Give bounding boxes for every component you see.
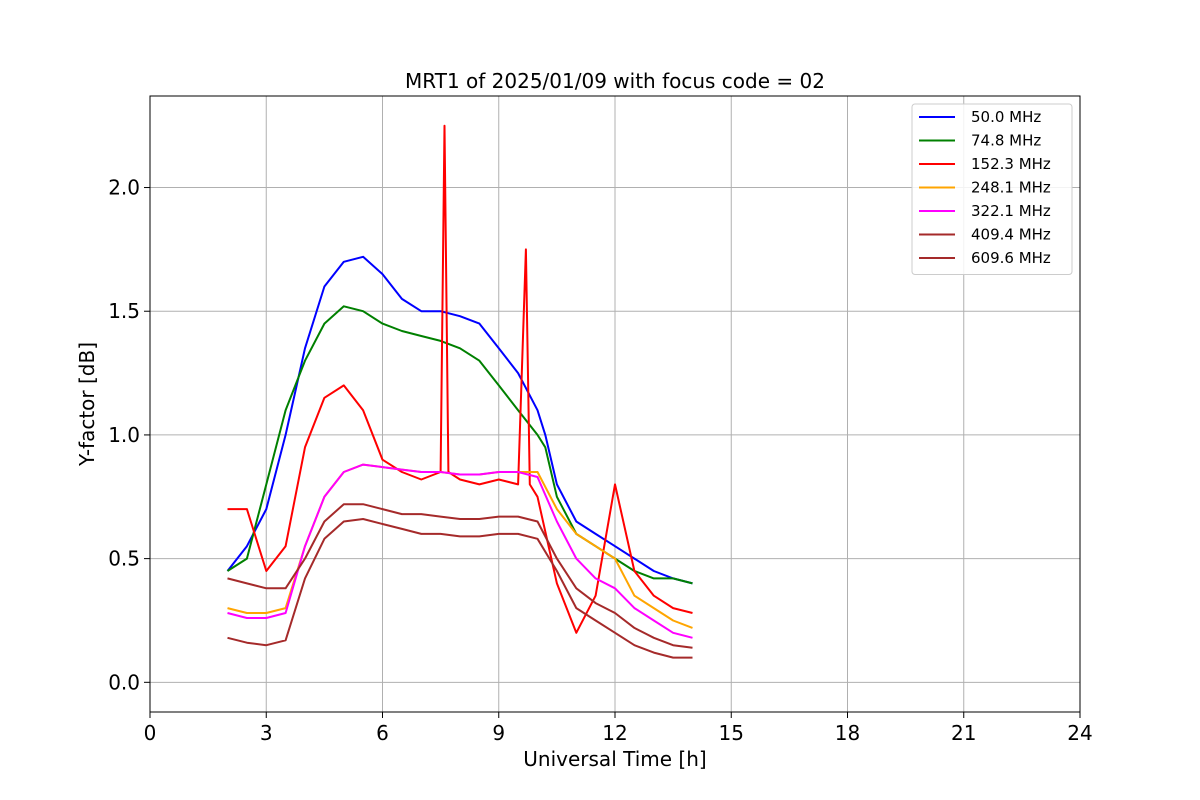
legend-label: 152.3 MHz	[971, 155, 1051, 173]
x-tick-label: 3	[260, 721, 273, 745]
y-tick-label: 0.5	[108, 547, 140, 571]
legend: 50.0 MHz 74.8 MHz 152.3 MHz 248.1 MHz 322.1…	[911, 103, 1073, 275]
legend-label: 609.6 MHz	[971, 249, 1051, 267]
x-tick-label: 9	[492, 721, 505, 745]
y-axis-ticks: 0.0 0.5 1.0 1.5 2.0	[108, 176, 150, 694]
x-axis-label: Universal Time [h]	[523, 747, 706, 771]
y-tick-label: 1.5	[108, 299, 140, 323]
series-line-0	[226, 255, 693, 585]
x-tick-label: 12	[602, 721, 627, 745]
legend-box	[911, 103, 1073, 275]
legend-label: 74.8 MHz	[971, 132, 1041, 150]
legend-label: 409.4 MHz	[971, 226, 1051, 244]
y-tick-label: 2.0	[108, 176, 140, 200]
y-axis-label: Y-factor [dB]	[75, 342, 99, 467]
series-line-4	[227, 463, 693, 639]
x-tick-label: 18	[835, 721, 860, 745]
y-tick-label: 0.0	[108, 670, 140, 694]
series-line-2	[227, 124, 693, 634]
x-tick-label: 15	[719, 721, 744, 745]
x-axis-ticks: 0 3 6 9 12 15 18 21 24	[144, 712, 1093, 745]
legend-label: 322.1 MHz	[971, 202, 1051, 220]
series-line-6	[227, 518, 693, 659]
chart-title: MRT1 of 2025/01/09 with focus code = 02	[405, 69, 825, 93]
x-tick-label: 0	[144, 721, 157, 745]
legend-label: 248.1 MHz	[971, 179, 1051, 197]
legend-label: 50.0 MHz	[971, 108, 1041, 126]
y-tick-label: 1.0	[108, 423, 140, 447]
x-tick-label: 21	[951, 721, 976, 745]
series-line-5	[227, 503, 693, 649]
x-tick-label: 6	[376, 721, 389, 745]
plot-area	[226, 124, 693, 659]
x-tick-label: 24	[1067, 721, 1092, 745]
series-group	[226, 124, 693, 659]
